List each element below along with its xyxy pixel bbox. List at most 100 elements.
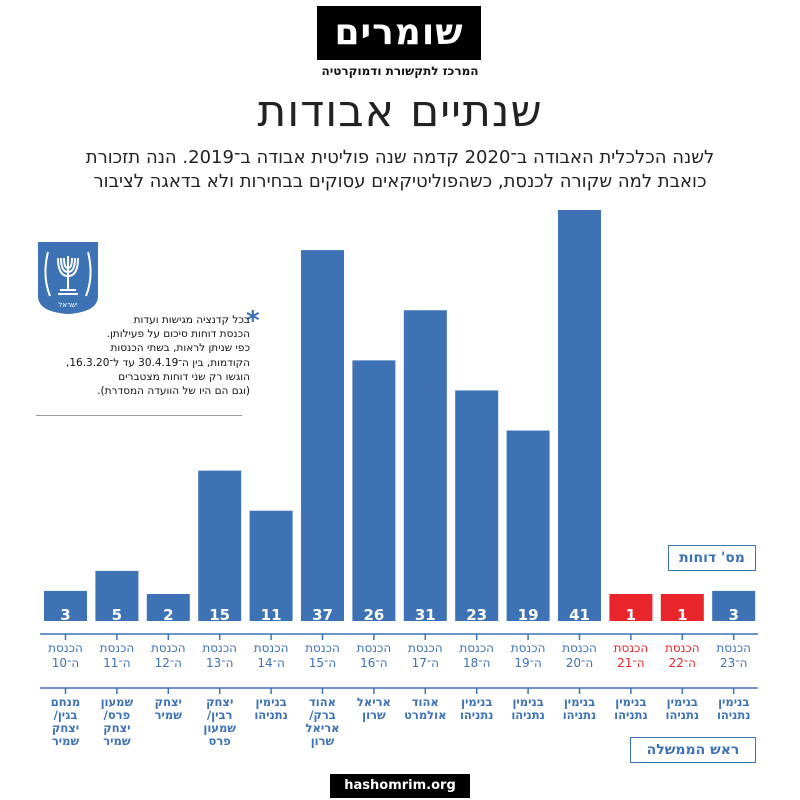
bar <box>301 250 344 621</box>
category-label: הכנסת <box>254 641 289 655</box>
page-subtitle: לשנה הכלכלית האבודה ב־2020 קדמה שנה פולי… <box>20 146 780 194</box>
prime-minister-label: בנימין <box>512 695 543 709</box>
prime-minister-label: שרון <box>311 734 335 748</box>
category-label: ה־15 <box>309 656 336 670</box>
category-label: ה־17 <box>412 656 439 670</box>
prime-minister-label: שמיר <box>155 708 183 722</box>
footnote-line: כפי שניתן לראות, בשתי הכנסות <box>110 342 250 355</box>
bar <box>558 210 601 621</box>
prime-minister-label: בנימין <box>461 695 492 709</box>
bar-value-label: 1 <box>626 606 636 624</box>
prime-minister-label: פרס <box>209 734 231 748</box>
bar-value-label: 26 <box>363 606 384 624</box>
bar <box>609 594 653 621</box>
category-label: הכנסת <box>408 641 443 655</box>
legend-report-count: מס' דוחות <box>668 545 756 571</box>
category-label: ה־10 <box>52 656 79 670</box>
note-asterisk: * <box>246 306 260 336</box>
bar-value-label: 11 <box>261 606 282 624</box>
footnote-line: הכנסת דוחות סיכום על פעילותן. <box>106 328 250 341</box>
prime-minister-label: נתניהו <box>717 708 751 722</box>
category-label: הכנסת <box>151 641 186 655</box>
prime-minister-label: רבין/ <box>207 708 232 722</box>
bar <box>712 590 756 621</box>
category-label: ה־20 <box>566 656 593 670</box>
prime-minister-label: פרס/ <box>104 708 131 722</box>
logo-text: שומרים <box>334 12 464 53</box>
category-label: הכנסת <box>202 641 237 655</box>
category-label: הכנסת <box>511 641 546 655</box>
category-label: הכנסת <box>48 641 83 655</box>
bar-value-label: 37 <box>312 606 333 624</box>
prime-minister-label: נתניהו <box>666 708 700 722</box>
footer-site: hashomrim.org <box>330 774 470 798</box>
category-label: הכנסת <box>357 641 392 655</box>
bar-value-label: 19 <box>518 606 539 624</box>
subtitle-line-2: כואבת למה שקורה לכנסת, כשהפוליטיקאים עסו… <box>93 171 707 192</box>
prime-minister-label: אהוד <box>412 695 439 709</box>
footnote-line: הקודמות, בין ה־30.4.19 עד ל־16.3.20, <box>66 356 250 369</box>
bar-value-label: 5 <box>112 606 122 624</box>
prime-minister-label: מנחם <box>51 695 80 709</box>
bar <box>198 470 242 621</box>
footnote-line: בכל קדנציה מגישות ועדות <box>133 314 250 326</box>
category-label: ה־12 <box>155 656 182 670</box>
bar-value-label: 15 <box>209 606 230 624</box>
prime-minister-label: נתניהו <box>460 708 494 722</box>
category-label: הכנסת <box>665 641 700 655</box>
bar-value-label: 23 <box>466 606 487 624</box>
category-label: הכנסת <box>305 641 340 655</box>
bar <box>352 360 396 621</box>
prime-minister-label: אריאל <box>305 721 339 735</box>
prime-minister-label: בגין/ <box>54 708 78 722</box>
prime-minister-label: שמעון <box>203 721 236 735</box>
emblem-label: ישראל <box>58 301 78 309</box>
logo-subtitle: המרכז לתקשורת ודמוקרטיה <box>321 64 479 78</box>
page-title: שנתיים אבודות <box>257 86 543 137</box>
footnote-divider <box>36 415 242 416</box>
category-label: ה־14 <box>257 656 284 670</box>
bar <box>146 594 190 621</box>
prime-minister-label: בנימין <box>667 695 698 709</box>
prime-minister-label: נתניהו <box>614 708 648 722</box>
category-label: ה־18 <box>463 656 490 670</box>
bar <box>249 510 293 621</box>
category-label: ה־21 <box>617 656 644 670</box>
prime-minister-label: אריאל <box>357 695 391 709</box>
bar-value-label: 2 <box>163 606 173 624</box>
prime-minister-label: אהוד <box>309 695 336 709</box>
prime-minister-label: שרון <box>362 708 386 722</box>
subtitle-line-1: לשנה הכלכלית האבודה ב־2020 קדמה שנה פולי… <box>85 147 715 168</box>
prime-minister-label: בנימין <box>718 695 749 709</box>
prime-minister-label: שמיר <box>52 734 80 748</box>
category-label: ה־22 <box>669 656 696 670</box>
footnote-line: (וגם הם היו של הוועדה המסדרת). <box>97 385 250 398</box>
footnote-line: הוגשו רק שני דוחות מצטברים <box>118 370 250 383</box>
category-label: הכנסת <box>100 641 135 655</box>
prime-minister-label: שמיר <box>103 734 131 748</box>
bar-value-label: 3 <box>728 606 738 624</box>
shomrim-logo: שומרים <box>317 6 481 60</box>
bar <box>403 310 447 621</box>
bar <box>95 570 139 621</box>
prime-minister-label: יצחק <box>103 721 130 735</box>
bar <box>44 590 87 621</box>
footnote: בכל קדנציה מגישות ועדות הכנסת דוחות סיכו… <box>36 313 250 398</box>
prime-minister-label: שמעון <box>101 695 134 709</box>
bar <box>506 430 550 621</box>
prime-minister-label: בנימין <box>564 695 595 709</box>
bar-value-label: 41 <box>569 606 590 624</box>
bar-value-label: 31 <box>415 606 436 624</box>
category-label: ה־23 <box>720 656 747 670</box>
prime-minister-label: ברק/ <box>309 708 336 722</box>
prime-minister-label: יצחק <box>155 695 182 709</box>
category-label: הכנסת <box>716 641 751 655</box>
category-label: ה־13 <box>206 656 233 670</box>
bar-value-label: 3 <box>60 606 70 624</box>
israel-emblem-icon: ישראל <box>38 242 98 314</box>
prime-minister-label: בנימין <box>255 695 286 709</box>
prime-minister-label: אולמרט <box>404 708 446 722</box>
bar-value-label: 1 <box>677 606 687 624</box>
bar <box>455 390 499 621</box>
